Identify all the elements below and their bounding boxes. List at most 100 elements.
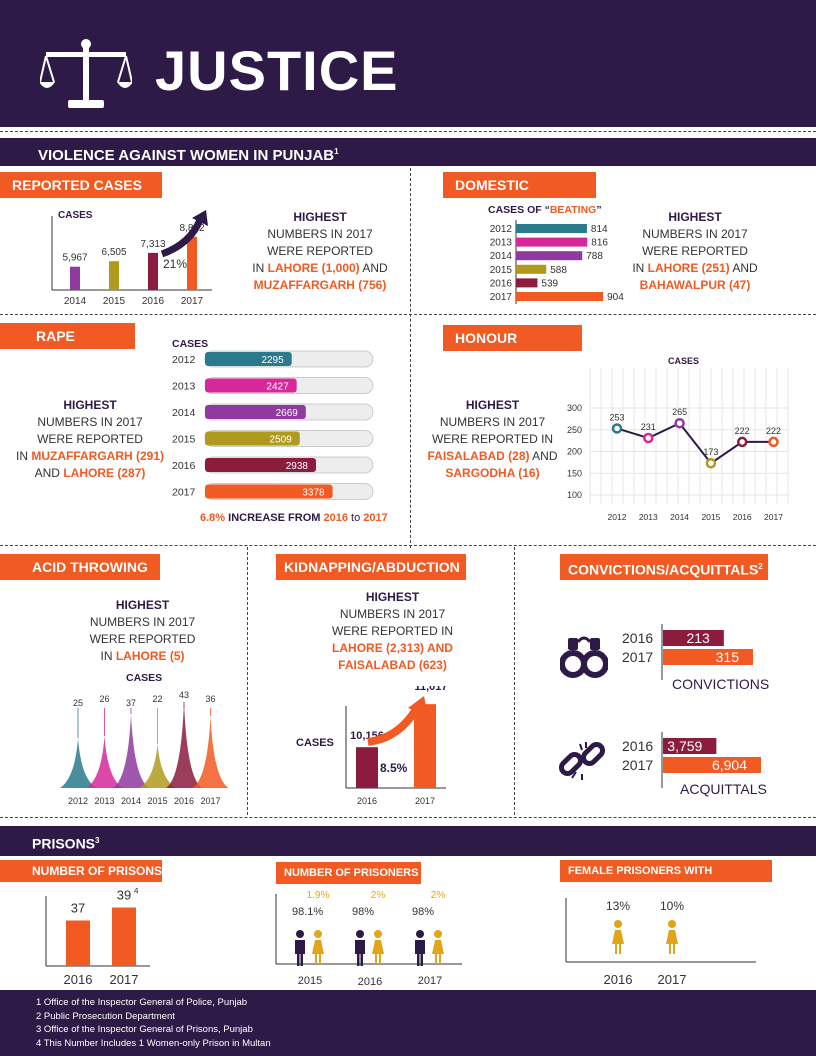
page-title: JUSTICE: [155, 39, 399, 102]
tick-label: 2012: [490, 224, 513, 235]
tick-label: 2017: [764, 512, 783, 522]
bar: [66, 920, 90, 966]
tick-label: 2017: [181, 296, 204, 307]
tick-label: 2015: [103, 296, 126, 307]
tick-label: 2016: [733, 512, 752, 522]
tick-label: 2012: [172, 354, 196, 366]
point: [736, 436, 748, 448]
chart-title: CASES: [126, 672, 162, 684]
tick-label: 2017: [172, 487, 196, 499]
value-label: 265: [672, 407, 687, 417]
value-label: 2427: [266, 382, 289, 393]
tag-number-of-prisons: NUMBER OF PRISONS: [0, 860, 162, 882]
value-label: 43: [179, 690, 189, 700]
tag-female-prisoners: FEMALE PRISONERS WITH CHILDREN: [560, 860, 772, 899]
tag-number-of-prisoners: NUMBER OF PRISONERS: [276, 862, 421, 884]
male-pct: 98%: [352, 906, 374, 918]
tag-acid-throwing: ACID THROWING: [0, 554, 160, 580]
domestic-violence-chart: CASES OF “BEATING” 2012 814 2013 816 2014 788 2…: [488, 204, 624, 304]
value-label: 788: [586, 251, 603, 262]
trend-arrow: [160, 218, 204, 258]
tag-rape: RAPE: [0, 323, 135, 349]
value-label: 37: [126, 698, 136, 708]
tick-label: 2016: [357, 796, 377, 806]
trend-arrow: [367, 703, 422, 746]
value-label: 25: [73, 698, 83, 708]
kidnapping-highest: HIGHEST NUMBERS IN 2017 WERE REPORTED IN…: [331, 590, 454, 672]
tag-kidnapping: KIDNAPPING/ABDUCTION: [276, 554, 466, 580]
female-icon-body: [666, 930, 678, 954]
value-label: 11,017: [414, 686, 447, 693]
prisons-title: PRISONS: [32, 835, 96, 852]
value-label: 6,904: [712, 757, 747, 773]
footnote: 3 Office of the Inspector General of Pri…: [36, 1024, 253, 1035]
acid-throwing-highest: HIGHEST NUMBERS IN 2017 WERE REPORTED IN…: [89, 598, 196, 663]
value-label: 231: [641, 422, 656, 432]
bar: [109, 261, 119, 290]
value-label: 22: [152, 694, 162, 704]
tag-reported-cases: REPORTED CASES: [0, 172, 162, 198]
value-label: 3,759: [667, 738, 702, 754]
broken-chain-icon: [558, 741, 606, 780]
chart-title: CASES OF “BEATING”: [488, 204, 602, 216]
value-label: 36: [205, 694, 215, 704]
tick-label: 100: [567, 490, 582, 500]
tick-label: 2014: [670, 512, 689, 522]
tick-label: 2016: [174, 796, 194, 806]
tick-label: 2012: [608, 512, 627, 522]
value-label: 6,505: [101, 247, 126, 258]
value-label: 816: [591, 238, 608, 249]
number-of-prisoners-chart: 1.9% 98.1% 2015 2% 98% 2016 2% 98% 2017: [275, 890, 462, 988]
bar: [516, 237, 588, 247]
area-mark: [60, 738, 96, 788]
bar: [663, 630, 724, 646]
footnote: 1 Office of the Inspector General of Pol…: [36, 997, 248, 1008]
tag-domestic-violence: DOMESTIC VIOLENCE: [443, 172, 596, 219]
chart-title: CASES: [668, 356, 699, 366]
bar: [356, 747, 378, 788]
tick-label: 2017: [622, 649, 653, 665]
trend-arrowhead: [192, 210, 208, 226]
female-icon-body: [432, 940, 444, 964]
female-icon-body: [312, 940, 324, 964]
scales-of-justice-icon: [40, 39, 132, 108]
tick-label: 2016: [604, 972, 633, 987]
value-sup: 4: [134, 888, 139, 896]
point: [768, 436, 779, 448]
bar: [516, 224, 587, 233]
tick-label: 2017: [622, 757, 653, 773]
female-icon-body: [372, 940, 384, 964]
acquittals-chart: 2016 3,759 2017 6,904: [622, 732, 761, 788]
female-prisoners-chart: 13% 2016 10% 2017: [565, 898, 756, 987]
area-mark: [113, 714, 149, 788]
honour-killings-highest: HIGHEST NUMBERS IN 2017 WERE REPORTED IN…: [427, 398, 558, 480]
value-label: 26: [99, 694, 109, 704]
point: [611, 423, 623, 434]
tick-label: 2013: [172, 381, 196, 393]
value-label: 213: [686, 630, 710, 646]
point: [674, 417, 685, 429]
tick-label: 150: [567, 468, 582, 478]
area-mark: [86, 736, 123, 788]
value-label: 173: [703, 447, 718, 457]
section-title: VIOLENCE AGAINST WOMEN IN PUNJAB: [38, 147, 335, 164]
acquittals-label: ACQUITTALS: [680, 781, 767, 797]
bar: [516, 278, 538, 288]
value-label: 539: [541, 278, 558, 289]
value-label: 7,313: [140, 239, 165, 250]
tick-label: 2017: [418, 975, 442, 987]
female-icon-head: [374, 930, 382, 938]
tick-label: 2017: [415, 796, 435, 806]
bar: [663, 757, 761, 773]
male-icon-body: [295, 940, 305, 966]
trend-arrowhead: [408, 696, 428, 716]
tick-label: 2012: [68, 796, 88, 806]
female-pct: 1.9%: [307, 890, 330, 901]
bar: [70, 266, 80, 290]
y-axis-label: CASES: [58, 210, 93, 221]
tick-label: 2015: [147, 796, 167, 806]
value-label: 588: [550, 265, 567, 276]
handcuffs-icon: [560, 636, 608, 678]
male-icon-head: [356, 930, 364, 938]
